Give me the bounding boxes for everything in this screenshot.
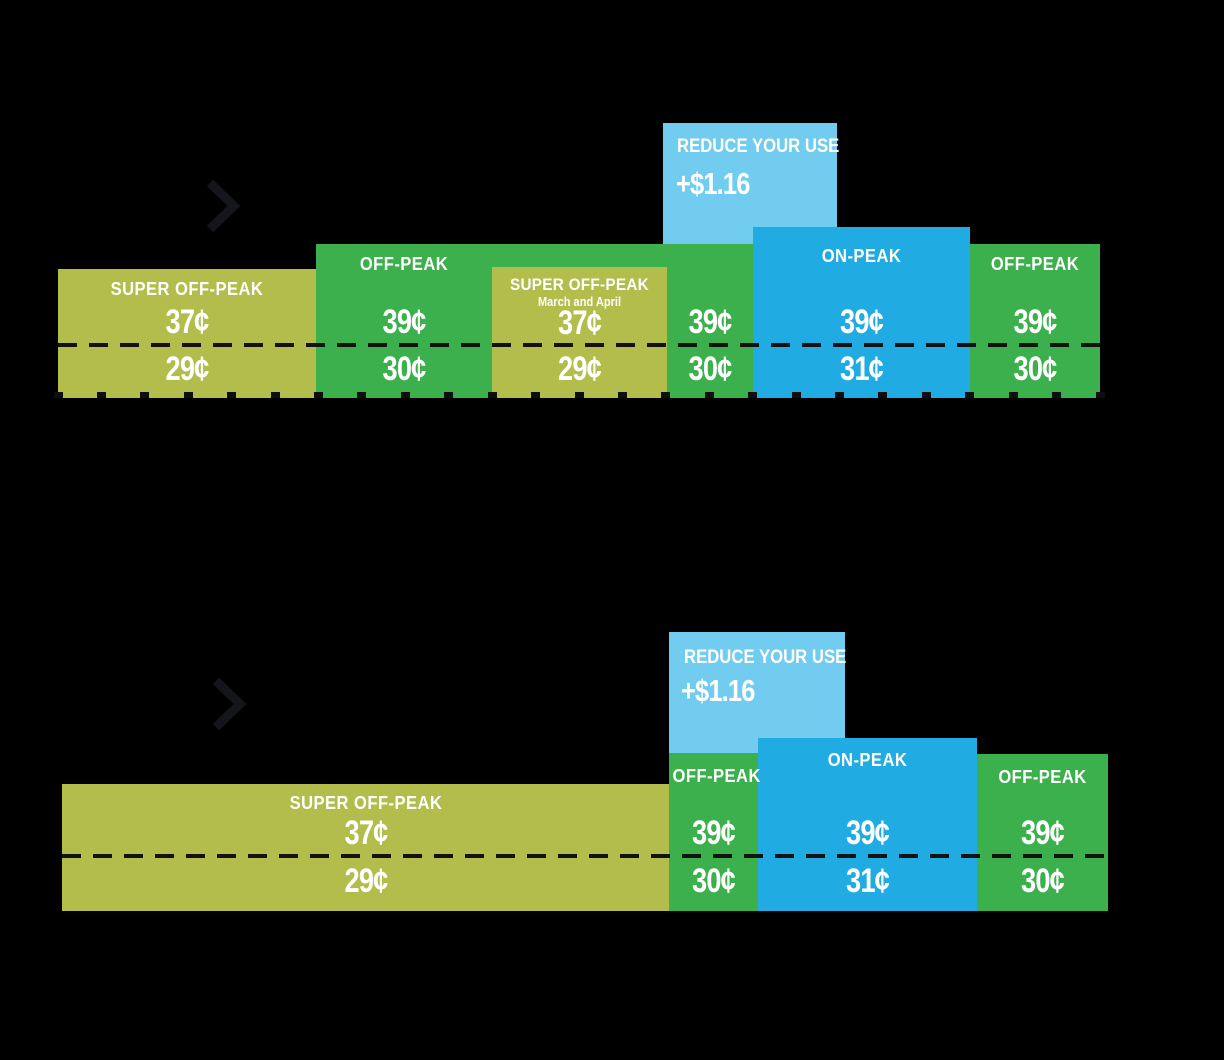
- chevron-right-icon: [206, 179, 241, 233]
- bar-off-peak: [977, 754, 1108, 911]
- hour-tick: [921, 392, 931, 398]
- hour-tick: [531, 392, 541, 398]
- segment-label: ON-PEAK: [827, 750, 908, 770]
- segment-label: OFF-PEAK: [672, 766, 761, 786]
- rate-upper: 37¢: [344, 814, 389, 852]
- reduce-your-use-callout: [663, 123, 837, 245]
- segment-label: SUPER OFF-PEAK: [110, 279, 264, 299]
- hour-tick: [617, 392, 627, 398]
- segment-label: ON-PEAK: [821, 246, 902, 266]
- segment-sublabel: March and April: [537, 294, 622, 309]
- hour-tick: [183, 392, 193, 398]
- hour-tick: [1095, 392, 1105, 398]
- callout-title: REDUCE YOUR USE: [677, 136, 840, 157]
- hour-tick: [1008, 392, 1018, 398]
- rate-lower: 30¢: [382, 350, 427, 388]
- hour-tick: [965, 392, 975, 398]
- bar-off-peak: [669, 753, 758, 911]
- segment-label: SUPER OFF-PEAK: [289, 793, 443, 813]
- rate-upper: 37¢: [165, 303, 210, 341]
- segment-label: OFF-PEAK: [990, 254, 1080, 274]
- hour-tick: [227, 392, 237, 398]
- chevron-right-icon: [212, 677, 247, 731]
- hour-tick: [444, 392, 454, 398]
- callout-value: +$1.16: [681, 673, 755, 708]
- rate-lower: 30¢: [688, 350, 733, 388]
- rate-lower: 29¢: [344, 862, 389, 900]
- hour-tick: [878, 392, 888, 398]
- hour-tick: [400, 392, 410, 398]
- rate-upper: 39¢: [846, 814, 890, 852]
- bar-super-off-peak-march-april: [492, 267, 667, 398]
- rate-upper: 39¢: [692, 814, 736, 852]
- hour-tick: [487, 392, 497, 398]
- rate-upper: 37¢: [558, 304, 602, 342]
- rate-lower: 29¢: [165, 350, 210, 388]
- segment-label: OFF-PEAK: [359, 254, 449, 274]
- segment-label: SUPER OFF-PEAK: [510, 275, 649, 294]
- hour-tick: [96, 392, 106, 398]
- callout-value: +$1.16: [676, 166, 750, 201]
- bar-off-peak: [970, 244, 1100, 398]
- reduce-your-use-callout: [669, 632, 845, 753]
- rate-lower: 30¢: [1021, 862, 1065, 900]
- segment-label: OFF-PEAK: [998, 767, 1087, 787]
- rate-upper: 39¢: [1021, 814, 1065, 852]
- bar-on-peak: [758, 738, 977, 911]
- bar-super-off-peak: [58, 269, 316, 398]
- bar-on-peak: [753, 227, 970, 398]
- rate-upper: 39¢: [1013, 303, 1058, 341]
- rate-lower: 30¢: [1013, 350, 1058, 388]
- rate-upper: 39¢: [382, 303, 427, 341]
- hour-tick: [357, 392, 367, 398]
- callout-title: REDUCE YOUR USE: [684, 647, 847, 668]
- rate-lower: 31¢: [846, 862, 890, 900]
- hour-tick: [314, 392, 323, 398]
- rate-upper: 39¢: [840, 303, 884, 341]
- hour-tick: [1052, 392, 1062, 398]
- hour-tick: [661, 392, 671, 398]
- hour-tick: [835, 392, 844, 398]
- hour-tick: [704, 392, 714, 398]
- rate-lower: 31¢: [840, 350, 884, 388]
- hour-tick: [791, 392, 801, 398]
- rate-lower: 30¢: [692, 862, 736, 900]
- hour-tick: [270, 392, 280, 398]
- hour-tick: [574, 392, 584, 398]
- hour-tick: [53, 392, 63, 398]
- rate-upper: 39¢: [688, 303, 733, 341]
- rate-divider-dashed-line: [58, 343, 1100, 347]
- hour-tick: [140, 392, 150, 398]
- bar-super-off-peak: [62, 784, 670, 911]
- rate-divider-dashed-line: [62, 854, 1108, 858]
- hour-tick: [748, 392, 758, 398]
- rate-lower: 29¢: [558, 350, 602, 388]
